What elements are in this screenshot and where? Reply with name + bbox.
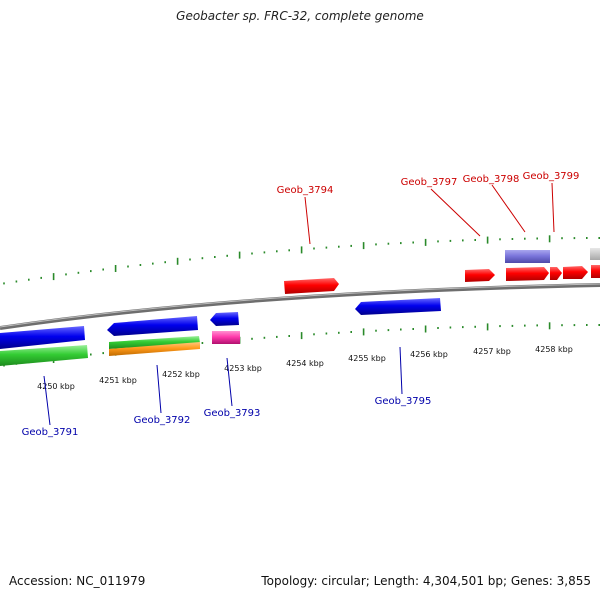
gene-feature[interactable] xyxy=(465,269,495,282)
gene-label[interactable]: Geob_3792 xyxy=(134,415,191,426)
genome-summary-text: Topology: circular; Length: 4,304,501 bp… xyxy=(261,574,591,588)
gene-feature[interactable] xyxy=(505,250,550,263)
gene-label[interactable]: Geob_3793 xyxy=(204,408,261,419)
gene-label[interactable]: Geob_3799 xyxy=(523,171,580,182)
gene-feature[interactable] xyxy=(212,331,240,344)
gene-label[interactable]: Geob_3791 xyxy=(22,427,79,438)
gene-feature[interactable] xyxy=(590,248,600,260)
gene-feature[interactable] xyxy=(107,316,198,336)
gene-feature[interactable] xyxy=(591,265,600,278)
genome-backbone xyxy=(0,283,600,330)
gene-feature[interactable] xyxy=(284,278,339,294)
gene-label[interactable]: Geob_3794 xyxy=(277,185,334,196)
gene-label[interactable]: Geob_3795 xyxy=(375,396,432,407)
gene-feature[interactable] xyxy=(210,312,239,326)
tick-label: 4257 kbp xyxy=(473,347,511,356)
tick-label: 4250 kbp xyxy=(37,382,75,391)
tick-label: 4251 kbp xyxy=(99,376,137,385)
gene-feature[interactable] xyxy=(355,298,441,315)
tick-label: 4258 kbp xyxy=(535,345,573,354)
gene-feature[interactable] xyxy=(0,326,85,349)
tick-label: 4253 kbp xyxy=(224,364,262,373)
gene-label[interactable]: Geob_3798 xyxy=(463,174,520,185)
gene-label[interactable]: Geob_3797 xyxy=(401,177,458,188)
tick-label: 4255 kbp xyxy=(348,354,386,363)
tick-label: 4254 kbp xyxy=(286,359,324,368)
map-title: Geobacter sp. FRC-32, complete genome xyxy=(176,9,424,23)
forward-tick-track xyxy=(3,235,600,285)
tick-label: 4256 kbp xyxy=(410,350,448,359)
gene-feature[interactable] xyxy=(563,266,588,279)
gene-feature[interactable] xyxy=(109,336,200,349)
gene-feature[interactable] xyxy=(0,345,88,366)
accession-text: Accession: NC_011979 xyxy=(9,574,146,588)
gene-feature[interactable] xyxy=(550,267,562,280)
tick-label: 4252 kbp xyxy=(162,370,200,379)
gene-feature[interactable] xyxy=(109,342,200,356)
gene-feature[interactable] xyxy=(506,267,549,281)
